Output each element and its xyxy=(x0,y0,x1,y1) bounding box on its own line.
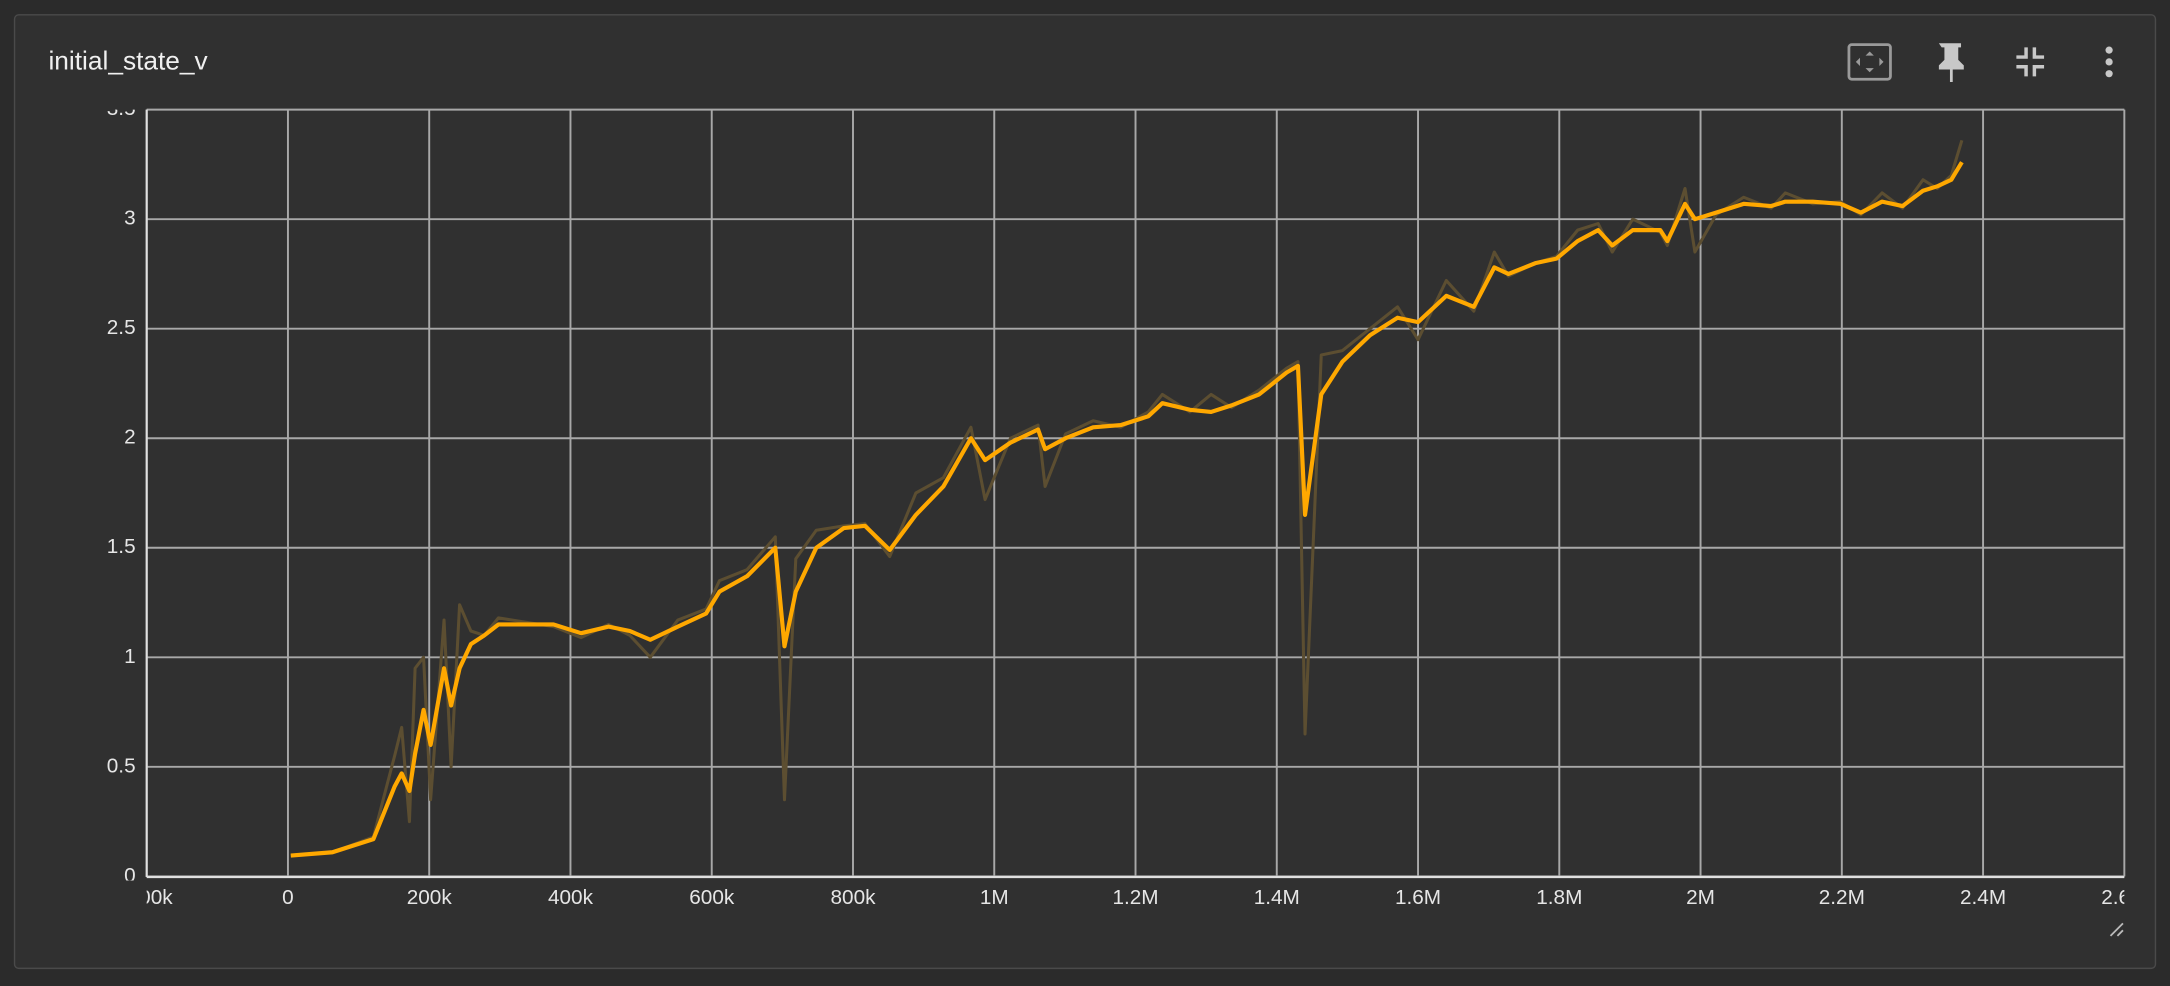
x-tick-label: 1M xyxy=(980,886,1009,909)
x-tick-label: 2M xyxy=(1686,886,1715,909)
x-tick-label: 0 xyxy=(282,886,294,909)
x-tick-label: 200k xyxy=(407,886,453,909)
x-tick-label: 1.8M xyxy=(1536,886,1582,909)
x-tick-label: 600k xyxy=(689,886,735,909)
x-tick-label: 800k xyxy=(830,886,876,909)
pin-button[interactable] xyxy=(1938,43,1964,82)
y-tick-label: 2.5 xyxy=(107,316,136,339)
x-tick-label: 1.2M xyxy=(1112,886,1158,909)
y-tick-label: 0.5 xyxy=(107,754,136,777)
y-tick-label: 1 xyxy=(124,645,136,668)
series-line xyxy=(290,161,1964,858)
chart-title: initial_state_v xyxy=(48,46,208,76)
x-tick-label: 2.4M xyxy=(1960,886,2006,909)
x-axis-labels: -200k 0 200k 400k 600k 800k 1M 1.2M 1.4M 1.6M 1.8M… xyxy=(121,886,2147,909)
y-tick-label: 3 xyxy=(124,207,136,230)
x-tick-label: -200k xyxy=(121,886,174,909)
y-tick-label: 3.5 xyxy=(107,97,136,120)
y-tick-label: 0 xyxy=(124,864,136,887)
x-tick-label: 1.6M xyxy=(1395,886,1441,909)
x-tick-label: 2.2M xyxy=(1819,886,1865,909)
x-tick-label: 1.4M xyxy=(1254,886,1300,909)
card xyxy=(13,14,2157,970)
resize-handle[interactable] xyxy=(2109,922,2124,937)
y-tick-label: 1.5 xyxy=(107,535,136,558)
menu-button[interactable] xyxy=(2105,46,2113,78)
plot-area xyxy=(290,139,1964,858)
y-axis-labels: 0 0.5 1 1.5 2 2.5 3 3.5 xyxy=(107,97,136,887)
fit-button[interactable] xyxy=(1847,43,1892,81)
x-tick-label: 400k xyxy=(548,886,594,909)
collapse-button[interactable] xyxy=(2016,47,2045,77)
x-tick-label: 2.6M xyxy=(2101,886,2147,909)
y-tick-label: 2 xyxy=(124,426,136,449)
